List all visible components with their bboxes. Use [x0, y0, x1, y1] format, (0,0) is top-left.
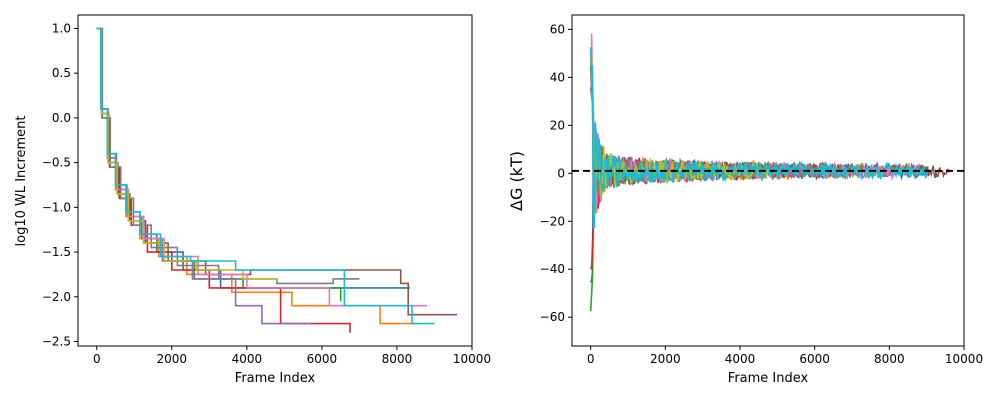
wl-axes-frame [77, 14, 473, 347]
wl-series-line-5 [96, 27, 311, 325]
y-tick-label: −1.0 [42, 200, 71, 214]
x-tick-label: 2000 [650, 352, 681, 366]
wl-y-axis-label: log10 WL Increment [14, 116, 29, 247]
delta-g-panel: 0 2000 4000 6000 8000 10000 −60−40−200204060 … [507, 14, 983, 386]
delta-g-series-line-2 [589, 57, 913, 214]
delta-g-y-ticks: −60 −40 −20 0 20 40 60 [540, 22, 572, 324]
wl-series-line-10 [96, 27, 435, 325]
y-tick-label: 0.0 [52, 111, 71, 125]
wl-y-ticks: −2.5 −2.0 −1.5 −1.0 −0.5 0.0 0.5 1.0 [42, 21, 78, 349]
y-tick-label: 0 [557, 166, 565, 180]
y-tick-label: −2.5 [42, 335, 71, 349]
wl-series-line-7 [96, 27, 427, 307]
x-tick-label: 10000 [945, 352, 983, 366]
delta-g-axes-frame [571, 14, 965, 347]
wl-series-line-8 [96, 27, 360, 285]
y-tick-label: 60 [550, 22, 565, 36]
y-tick-label: −2.0 [42, 290, 71, 304]
delta-g-series-line-7 [590, 33, 920, 208]
y-tick-label: 0.5 [52, 66, 71, 80]
wl-x-ticks: 0 2000 4000 6000 8000 10000 [93, 346, 491, 366]
delta-g-series-line-3 [589, 131, 835, 312]
y-tick-label: 1.0 [52, 21, 71, 35]
delta-g-x-axis-label: Frame Index [728, 371, 809, 386]
y-tick-label: −1.5 [42, 245, 71, 259]
y-tick-label: −40 [540, 262, 565, 276]
wl-series-line-9 [96, 27, 277, 280]
x-tick-label: 4000 [232, 352, 263, 366]
delta-g-y-axis-label: ΔG (kT) [507, 151, 526, 211]
x-tick-label: 4000 [725, 352, 756, 366]
delta-g-series-line-4 [589, 129, 844, 270]
wl-x-axis-label: Frame Index [235, 371, 316, 386]
x-tick-label: 2000 [157, 352, 188, 366]
delta-g-series-line-10 [589, 47, 928, 230]
delta-g-series-group [589, 33, 950, 312]
delta-g-series-line-1 [589, 122, 928, 283]
x-tick-label: 6000 [799, 352, 830, 366]
y-tick-label: −60 [540, 310, 565, 324]
wl-series-line-1 [96, 27, 411, 289]
wl-series-group [96, 27, 457, 333]
y-tick-label: −0.5 [42, 156, 71, 170]
y-tick-label: −20 [540, 214, 565, 228]
wl-series-line-4 [96, 27, 351, 333]
wl-series-line-6 [96, 27, 457, 316]
x-tick-label: 0 [93, 352, 101, 366]
wl-increment-panel: 0 2000 4000 6000 8000 10000 −2.5−2.0−1.5−1.0−… [14, 14, 491, 386]
x-tick-label: 10000 [453, 352, 491, 366]
y-tick-label: 40 [550, 70, 565, 84]
delta-g-x-ticks: 0 2000 4000 6000 8000 10000 [587, 346, 983, 366]
x-tick-label: 0 [587, 352, 595, 366]
x-tick-label: 6000 [307, 352, 338, 366]
x-tick-label: 8000 [382, 352, 413, 366]
y-tick-label: 20 [550, 118, 565, 132]
x-tick-label: 8000 [874, 352, 905, 366]
delta-g-series-line-5 [589, 87, 805, 206]
